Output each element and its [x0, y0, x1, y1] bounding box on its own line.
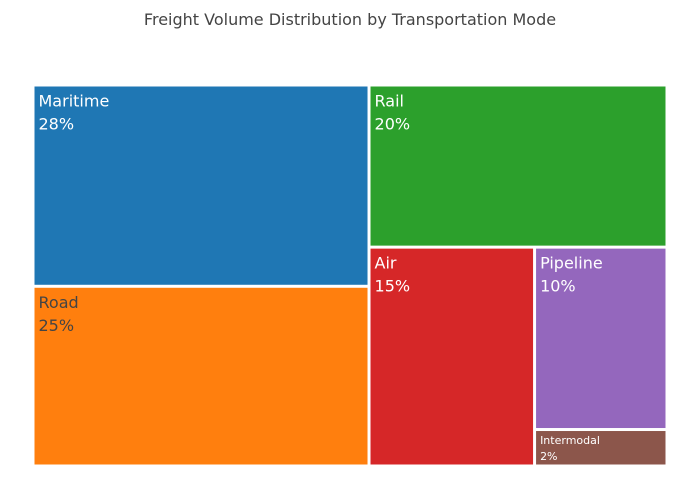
- tile-value-rail: 20%: [375, 115, 411, 134]
- treemap-tile-intermodal[interactable]: Intermodal 2%: [536, 431, 666, 465]
- tile-value-air: 15%: [375, 277, 411, 296]
- tile-value-maritime: 28%: [39, 115, 75, 134]
- tile-rect-pipeline[interactable]: [536, 248, 666, 429]
- tile-label-air: Air: [375, 254, 397, 273]
- tile-label-pipeline: Pipeline: [540, 254, 603, 273]
- tile-value-road: 25%: [39, 316, 75, 335]
- tile-rect-intermodal[interactable]: [536, 431, 666, 465]
- treemap-tile-air[interactable]: Air 15%: [370, 248, 534, 465]
- treemap-tile-maritime[interactable]: Maritime 28%: [34, 86, 368, 285]
- treemap-tiles: Maritime 28% Road 25% Rail 20% Air 15% Pipeline 1…: [34, 86, 666, 465]
- tile-label-rail: Rail: [375, 92, 404, 111]
- tile-label-maritime: Maritime: [39, 92, 110, 111]
- tile-rect-air[interactable]: [370, 248, 534, 465]
- tile-rect-maritime[interactable]: [34, 86, 368, 285]
- chart-title: Freight Volume Distribution by Transport…: [144, 10, 556, 29]
- treemap-tile-road[interactable]: Road 25%: [34, 287, 368, 465]
- tile-label-road: Road: [39, 293, 79, 312]
- tile-rect-road[interactable]: [34, 287, 368, 465]
- treemap-tile-rail[interactable]: Rail 20%: [370, 86, 666, 246]
- treemap-tile-pipeline[interactable]: Pipeline 10%: [536, 248, 666, 429]
- tile-label-intermodal: Intermodal: [540, 434, 600, 447]
- tile-rect-rail[interactable]: [370, 86, 666, 246]
- tile-value-pipeline: 10%: [540, 277, 576, 296]
- tile-value-intermodal: 2%: [540, 450, 557, 463]
